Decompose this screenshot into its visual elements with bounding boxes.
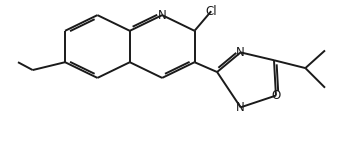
Text: N: N (236, 46, 245, 59)
Text: Cl: Cl (206, 5, 217, 18)
Text: O: O (271, 89, 280, 102)
Text: N: N (158, 9, 167, 22)
Text: N: N (236, 101, 245, 114)
